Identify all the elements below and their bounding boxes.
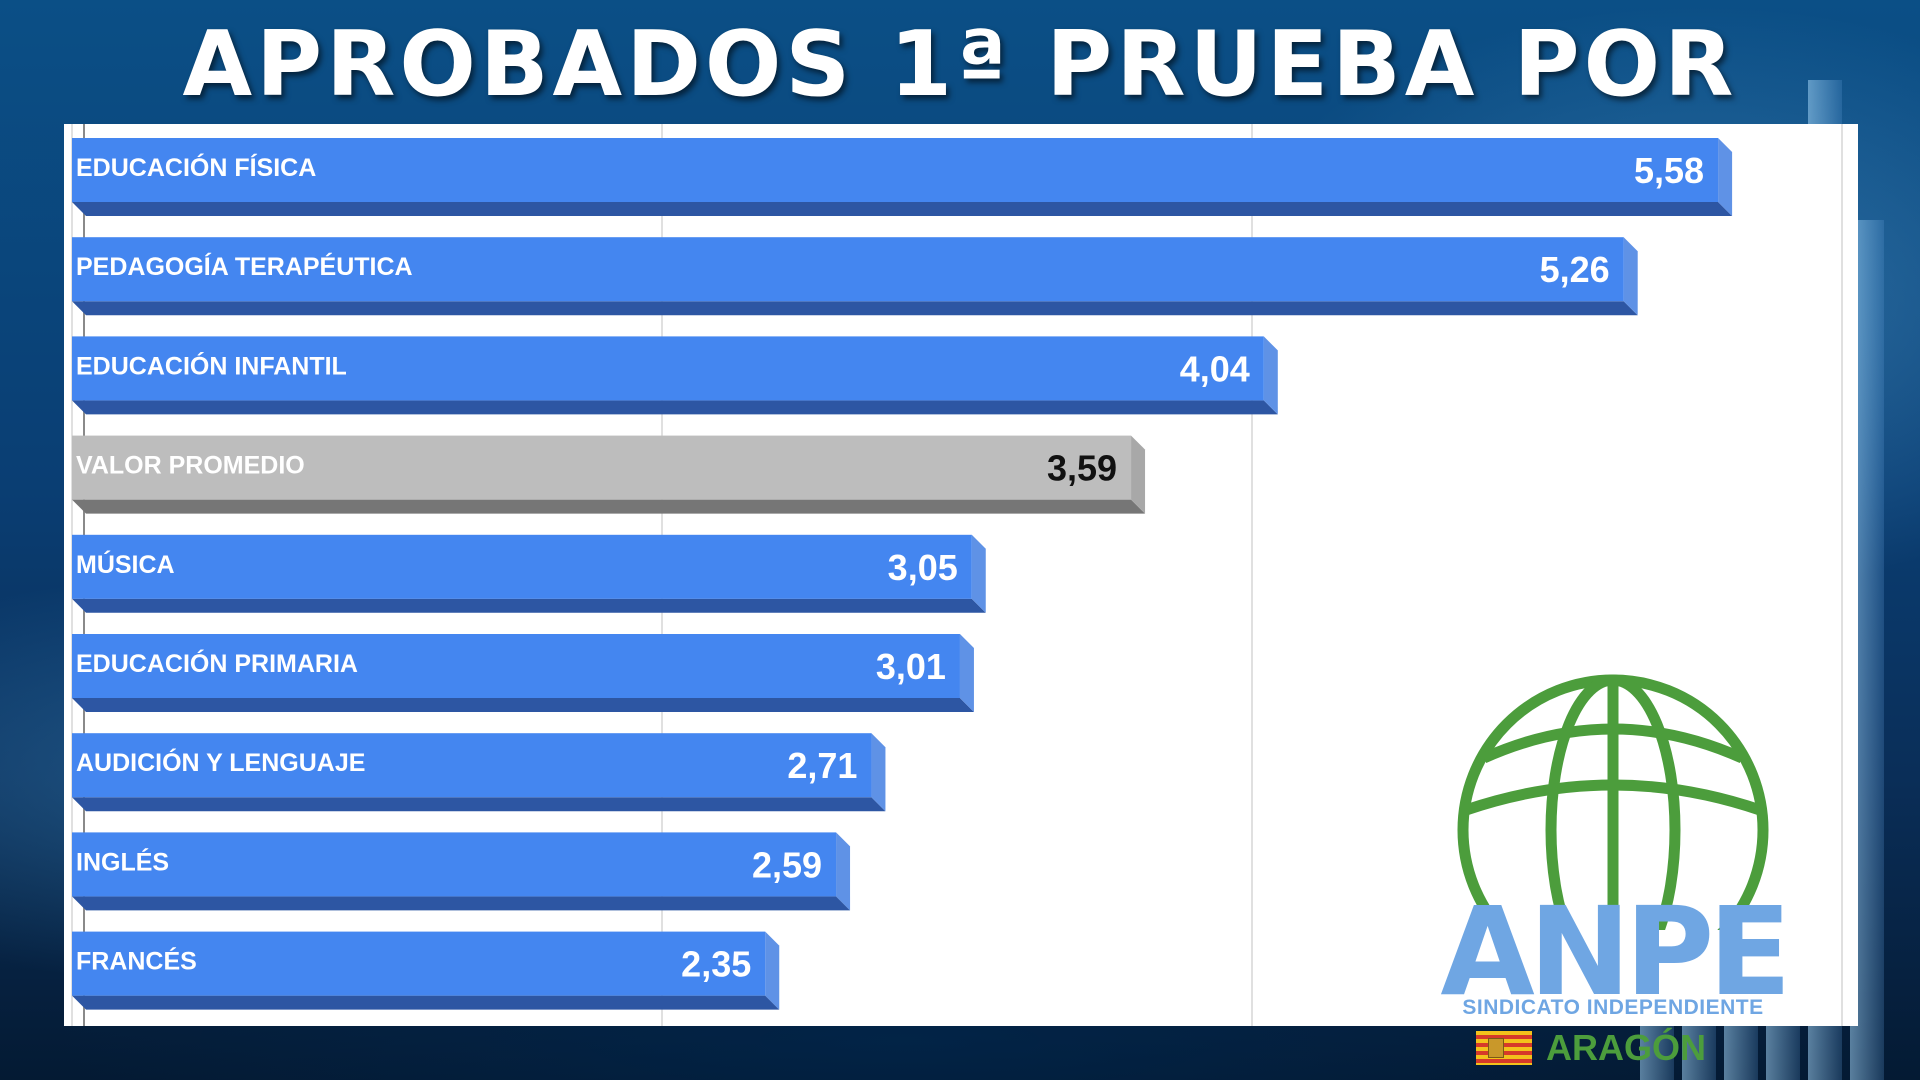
bar: [72, 634, 960, 698]
bar-category-label: FRANCÉS: [76, 947, 197, 976]
bar-side: [765, 931, 780, 1010]
bar-group: INGLÉS 2,59: [72, 832, 851, 911]
bar-value-label: 2,35: [681, 944, 751, 985]
bar-side: [836, 832, 851, 911]
bar-side: [971, 534, 986, 613]
logo-region: ARAGÓN: [1546, 1027, 1706, 1068]
bar-value-label: 3,01: [876, 646, 946, 687]
bar-group: VALOR PROMEDIO 3,59: [72, 435, 1146, 514]
bar-group: EDUCACIÓN PRIMARIA 3,01: [72, 634, 974, 712]
bar-group: EDUCACIÓN INFANTIL 4,04: [72, 336, 1278, 415]
bar-bottom: [72, 400, 1278, 415]
bar-bottom: [72, 301, 1638, 316]
bar: [72, 336, 1264, 401]
bar-bottom: [72, 598, 986, 613]
bar-side: [1131, 435, 1146, 514]
bar: [72, 931, 766, 996]
bar-bottom: [72, 896, 851, 911]
bar-group: PEDAGOGÍA TERAPÉUTICA 5,26: [72, 237, 1638, 316]
bar-bottom: [72, 995, 780, 1010]
bar-category-label: INGLÉS: [76, 847, 169, 876]
bar-category-label: VALOR PROMEDIO: [76, 452, 305, 480]
bar-value-label: 3,05: [888, 547, 958, 588]
logo-subtitle: SINDICATO INDEPENDIENTE: [1462, 996, 1764, 1019]
bar-chart: EDUCACIÓN FÍSICA 5,58 PEDAGOGÍA TERAPÉUTIC…: [71, 124, 1843, 1026]
bar-value-label: 3,59: [1047, 448, 1117, 489]
bar-value-label: 5,58: [1634, 150, 1704, 191]
bar-side: [1718, 138, 1733, 216]
globe-icon: [1457, 674, 1769, 930]
anpe-logo: ANPE SINDICATO INDEPENDIENTE ARAGÓN: [1422, 670, 1804, 1070]
bar-bottom: [72, 499, 1146, 514]
bar-side: [959, 634, 974, 712]
bar-category-label: EDUCACIÓN FÍSICA: [76, 152, 316, 182]
bar-side: [1623, 237, 1638, 316]
chart-panel: EDUCACIÓN FÍSICA 5,58 PEDAGOGÍA TERAPÉUTIC…: [64, 124, 1858, 1068]
bar-value-label: 2,59: [752, 844, 822, 885]
bar-value-label: 4,04: [1180, 348, 1250, 389]
bar-group: AUDICIÓN Y LENGUAJE 2,71: [72, 733, 886, 812]
bar: [72, 534, 972, 599]
bar-value-label: 5,26: [1540, 249, 1610, 290]
bar-side: [871, 733, 886, 812]
bar-group: MÚSICA 3,05: [72, 534, 986, 613]
bar-side: [1263, 336, 1278, 415]
bar: [72, 733, 872, 798]
bar-category-label: AUDICIÓN Y LENGUAJE: [76, 747, 365, 777]
bar-category-label: EDUCACIÓN INFANTIL: [76, 350, 347, 380]
bar-value-label: 2,71: [787, 745, 857, 786]
logo-wordmark: ANPE: [1440, 881, 1791, 1023]
bar: [72, 138, 1719, 202]
bar-category-label: PEDAGOGÍA TERAPÉUTICA: [76, 252, 413, 281]
bar: [72, 237, 1624, 302]
bar-bottom: [72, 202, 1733, 216]
bar-bottom: [72, 797, 886, 812]
bar-category-label: MÚSICA: [76, 549, 175, 579]
bar: [72, 832, 837, 897]
bar-group: FRANCÉS 2,35: [72, 931, 780, 1010]
aragon-flag-icon: [1476, 1031, 1532, 1065]
bar: [72, 435, 1132, 500]
bar-bottom: [72, 698, 974, 712]
bar-group: EDUCACIÓN FÍSICA 5,58: [72, 138, 1733, 216]
bar-category-label: EDUCACIÓN PRIMARIA: [76, 648, 358, 678]
